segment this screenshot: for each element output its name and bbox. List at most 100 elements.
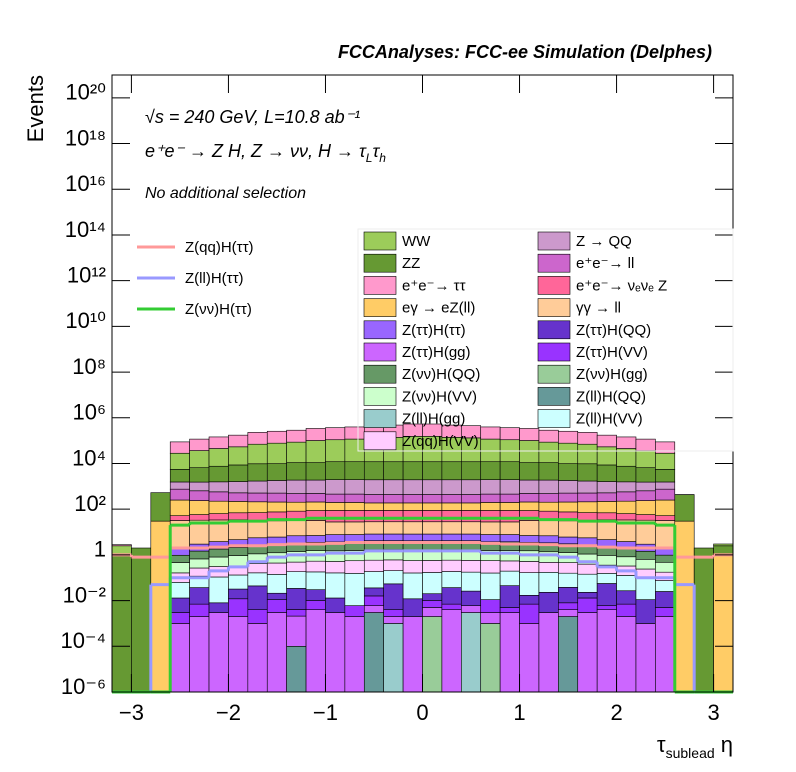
x-tick-label: 2	[610, 700, 622, 725]
stack-segment	[305, 609, 326, 693]
legend-label: Z(qq)H(VV)	[402, 433, 479, 450]
stack-segment	[499, 560, 520, 572]
stack-segment	[189, 450, 210, 468]
stack-segment	[169, 481, 190, 490]
stack-segment	[596, 583, 617, 606]
stack-segment	[558, 572, 579, 588]
stack	[111, 423, 734, 693]
stack-segment	[169, 623, 190, 693]
stack-segment	[461, 612, 482, 693]
annotations: τsublead η√s = 240 GeV, L=10.8 ab⁻¹e⁺e⁻ …	[145, 107, 733, 761]
stack-segment	[558, 616, 579, 693]
stack-segment	[519, 462, 540, 481]
stack-segment	[655, 499, 676, 516]
stack-segment	[305, 479, 326, 494]
y-tick-label: 10⁸	[72, 354, 106, 379]
stack-segment	[363, 502, 384, 511]
stack-segment	[383, 609, 404, 617]
stack-segment	[266, 520, 287, 538]
stack-segment	[208, 513, 229, 521]
stack-segment	[325, 572, 346, 599]
stack-segment	[325, 439, 346, 463]
stack-segment	[383, 616, 404, 624]
stack-segment	[111, 554, 132, 693]
stack-segment	[169, 582, 190, 599]
stack-segment	[655, 441, 676, 454]
stack-segment	[208, 465, 229, 483]
stack-segment	[577, 480, 598, 494]
stack-segment	[499, 521, 520, 535]
stack-segment	[228, 598, 249, 617]
stack-segment	[305, 600, 326, 610]
stack-segment	[247, 432, 268, 445]
stack-segment	[325, 561, 346, 574]
stack-segment	[266, 592, 287, 600]
legend-swatch	[363, 364, 397, 384]
legend-label: e⁺e⁻→ ll	[576, 255, 634, 272]
stack-segment	[189, 616, 210, 693]
stack-segment	[422, 502, 443, 511]
stack-segment	[402, 510, 423, 523]
stack-segment	[286, 429, 307, 443]
legend-label: Z(qq)H(ττ)	[185, 239, 254, 256]
stack-segment	[577, 612, 598, 693]
stack-segment	[655, 515, 676, 521]
stack-segment	[189, 500, 210, 515]
stack-segment	[558, 609, 579, 617]
stack-segment	[228, 464, 249, 482]
legend-label: ZZ	[402, 255, 420, 272]
stack-segment	[363, 494, 384, 504]
y-tick-label: 10²	[74, 491, 106, 516]
stack-segment	[305, 462, 326, 481]
stack-segment	[538, 479, 559, 494]
stack-segment	[383, 479, 404, 495]
stack-segment	[499, 461, 520, 480]
stack-segment	[538, 562, 559, 573]
stack-segment	[441, 571, 462, 588]
stack-segment	[305, 560, 326, 573]
stack-segment	[402, 502, 423, 511]
stack-segment	[499, 585, 520, 608]
stack-segment	[577, 463, 598, 482]
stack-segment	[266, 430, 287, 444]
stack-segment	[596, 434, 617, 448]
stack-segment	[538, 501, 559, 512]
stack-segment	[480, 438, 501, 463]
stack-segment	[499, 510, 520, 523]
stack-segment	[325, 521, 346, 535]
legend-label: Z(ll)H(gg)	[402, 411, 465, 428]
stack-segment	[461, 461, 482, 481]
stack-segment	[247, 480, 268, 494]
stack-segment	[519, 535, 540, 543]
y-tick-label: 10⁻⁶	[61, 674, 106, 699]
stack-segment	[441, 494, 462, 504]
stack-segment	[616, 491, 637, 502]
legend-frame	[357, 228, 734, 452]
stack-segment	[383, 521, 404, 535]
stack-segment	[461, 494, 482, 504]
stack-segment	[305, 520, 326, 536]
stack-segment	[519, 561, 540, 573]
stack-segment	[286, 551, 307, 563]
stack-segment	[635, 438, 656, 451]
stack-segment	[616, 603, 637, 617]
stack-segment	[461, 590, 482, 606]
stack-segment	[461, 533, 482, 542]
stack-segment	[422, 600, 443, 608]
stack-segment	[402, 616, 423, 693]
stack-segment	[228, 512, 249, 521]
stack-segment	[441, 479, 462, 495]
stack-segment	[616, 481, 637, 493]
stack-segment	[596, 609, 617, 693]
stack-segment	[538, 592, 559, 613]
stack-segment	[499, 570, 520, 586]
stack-segment	[596, 512, 617, 521]
legend-label: Z(ll)H(VV)	[576, 411, 643, 428]
legend-swatch	[537, 409, 571, 428]
stack-segment	[228, 588, 249, 600]
stack-segment	[363, 521, 384, 535]
stack-segment	[169, 515, 190, 521]
legend-label: Z(ll)H(QQ)	[576, 388, 646, 405]
stack-segment	[247, 585, 268, 610]
stack-segment	[616, 513, 637, 521]
